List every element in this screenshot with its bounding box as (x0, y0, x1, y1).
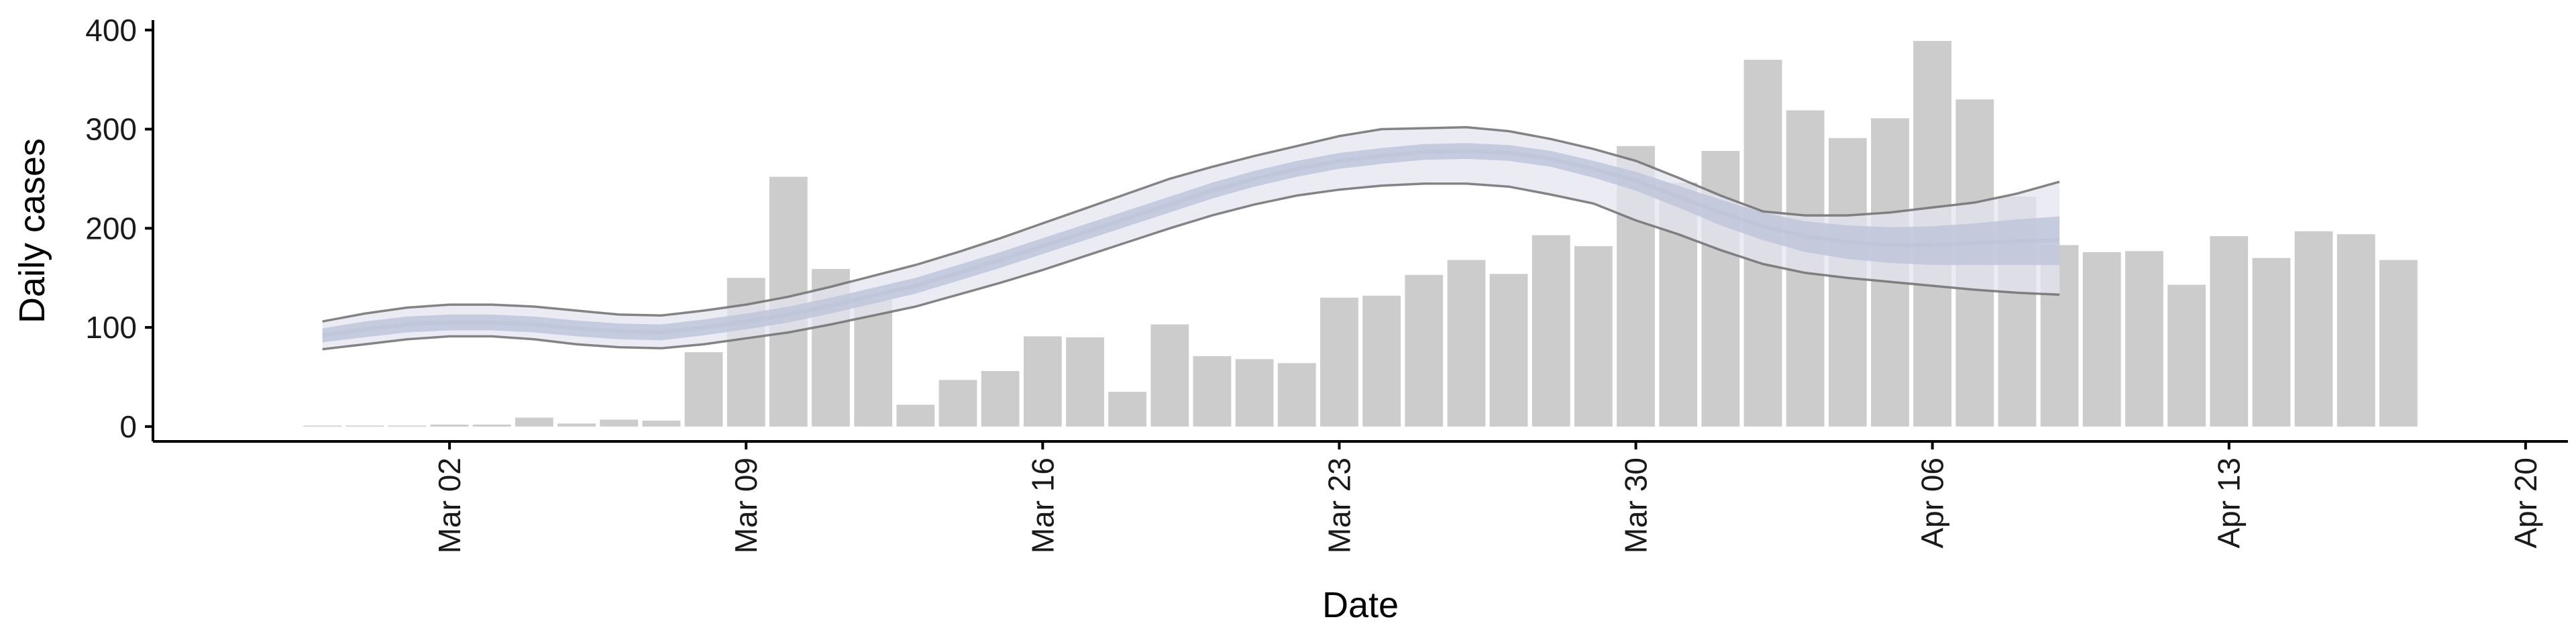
x-tick-label-3: Mar 23 (1322, 458, 1356, 553)
y-axis-title: Daily cases (12, 138, 52, 323)
y-tick-label-400: 400 (85, 13, 137, 48)
y-tick-label-100: 100 (85, 310, 137, 345)
bar-36 (1828, 138, 1867, 427)
x-tick-label-6: Apr 13 (2212, 458, 2247, 549)
bar-5 (515, 417, 553, 427)
bar-4 (472, 424, 511, 427)
model-band-layer (322, 125, 2060, 351)
bar-6 (557, 423, 596, 427)
bar-14 (896, 405, 935, 427)
bar-24 (1320, 297, 1358, 427)
bar-7 (600, 419, 639, 427)
bar-28 (1489, 274, 1528, 427)
x-tick-label-7: Apr 20 (2508, 458, 2543, 549)
bar-13 (854, 299, 893, 427)
bar-47 (2294, 231, 2333, 427)
bar-42 (2082, 252, 2121, 427)
bar-46 (2252, 258, 2291, 427)
bar-44 (2167, 284, 2206, 427)
bar-23 (1277, 363, 1316, 427)
bar-30 (1574, 246, 1613, 427)
y-tick-label-200: 200 (85, 211, 137, 246)
bar-49 (2379, 260, 2418, 427)
bar-3 (430, 424, 469, 427)
bar-0 (303, 425, 341, 427)
median-line (322, 148, 2060, 337)
outer-upper-line (322, 125, 2060, 323)
y-tick-label-0: 0 (119, 409, 137, 444)
bar-48 (2337, 234, 2375, 427)
bar-8 (642, 421, 681, 427)
bar-1 (345, 425, 384, 427)
x-tick-label-0: Mar 02 (432, 458, 467, 553)
bar-2 (388, 425, 427, 427)
x-tick-label-1: Mar 09 (729, 458, 763, 553)
bar-26 (1405, 274, 1444, 427)
x-tick-label-5: Apr 06 (1915, 458, 1950, 549)
bar-10 (727, 278, 765, 427)
bar-20 (1150, 324, 1189, 427)
bar-18 (1066, 337, 1104, 427)
bar-27 (1447, 260, 1486, 427)
bar-29 (1532, 235, 1570, 427)
bar-9 (684, 352, 723, 427)
x-tick-label-4: Mar 30 (1619, 458, 1654, 553)
bar-45 (2210, 236, 2249, 427)
bars-layer (303, 41, 2418, 427)
bar-25 (1362, 295, 1401, 427)
x-axis-title: Date (1322, 585, 1399, 625)
bar-43 (2125, 251, 2163, 427)
x-ticks: Mar 02 Mar 09 Mar 16 Mar 23 Mar 30 Apr 06 Apr … (432, 441, 2543, 553)
bar-21 (1193, 356, 1232, 427)
bar-15 (938, 380, 977, 427)
y-ticks: 0 100 200 300 400 (85, 13, 153, 444)
axes-layer (152, 20, 2568, 443)
bar-19 (1108, 392, 1146, 427)
bar-16 (981, 371, 1020, 427)
x-tick-label-2: Mar 16 (1025, 458, 1060, 553)
bar-22 (1235, 359, 1274, 427)
bar-17 (1023, 336, 1062, 427)
y-tick-label-300: 300 (85, 112, 137, 147)
outer-lower-line (322, 182, 2060, 351)
